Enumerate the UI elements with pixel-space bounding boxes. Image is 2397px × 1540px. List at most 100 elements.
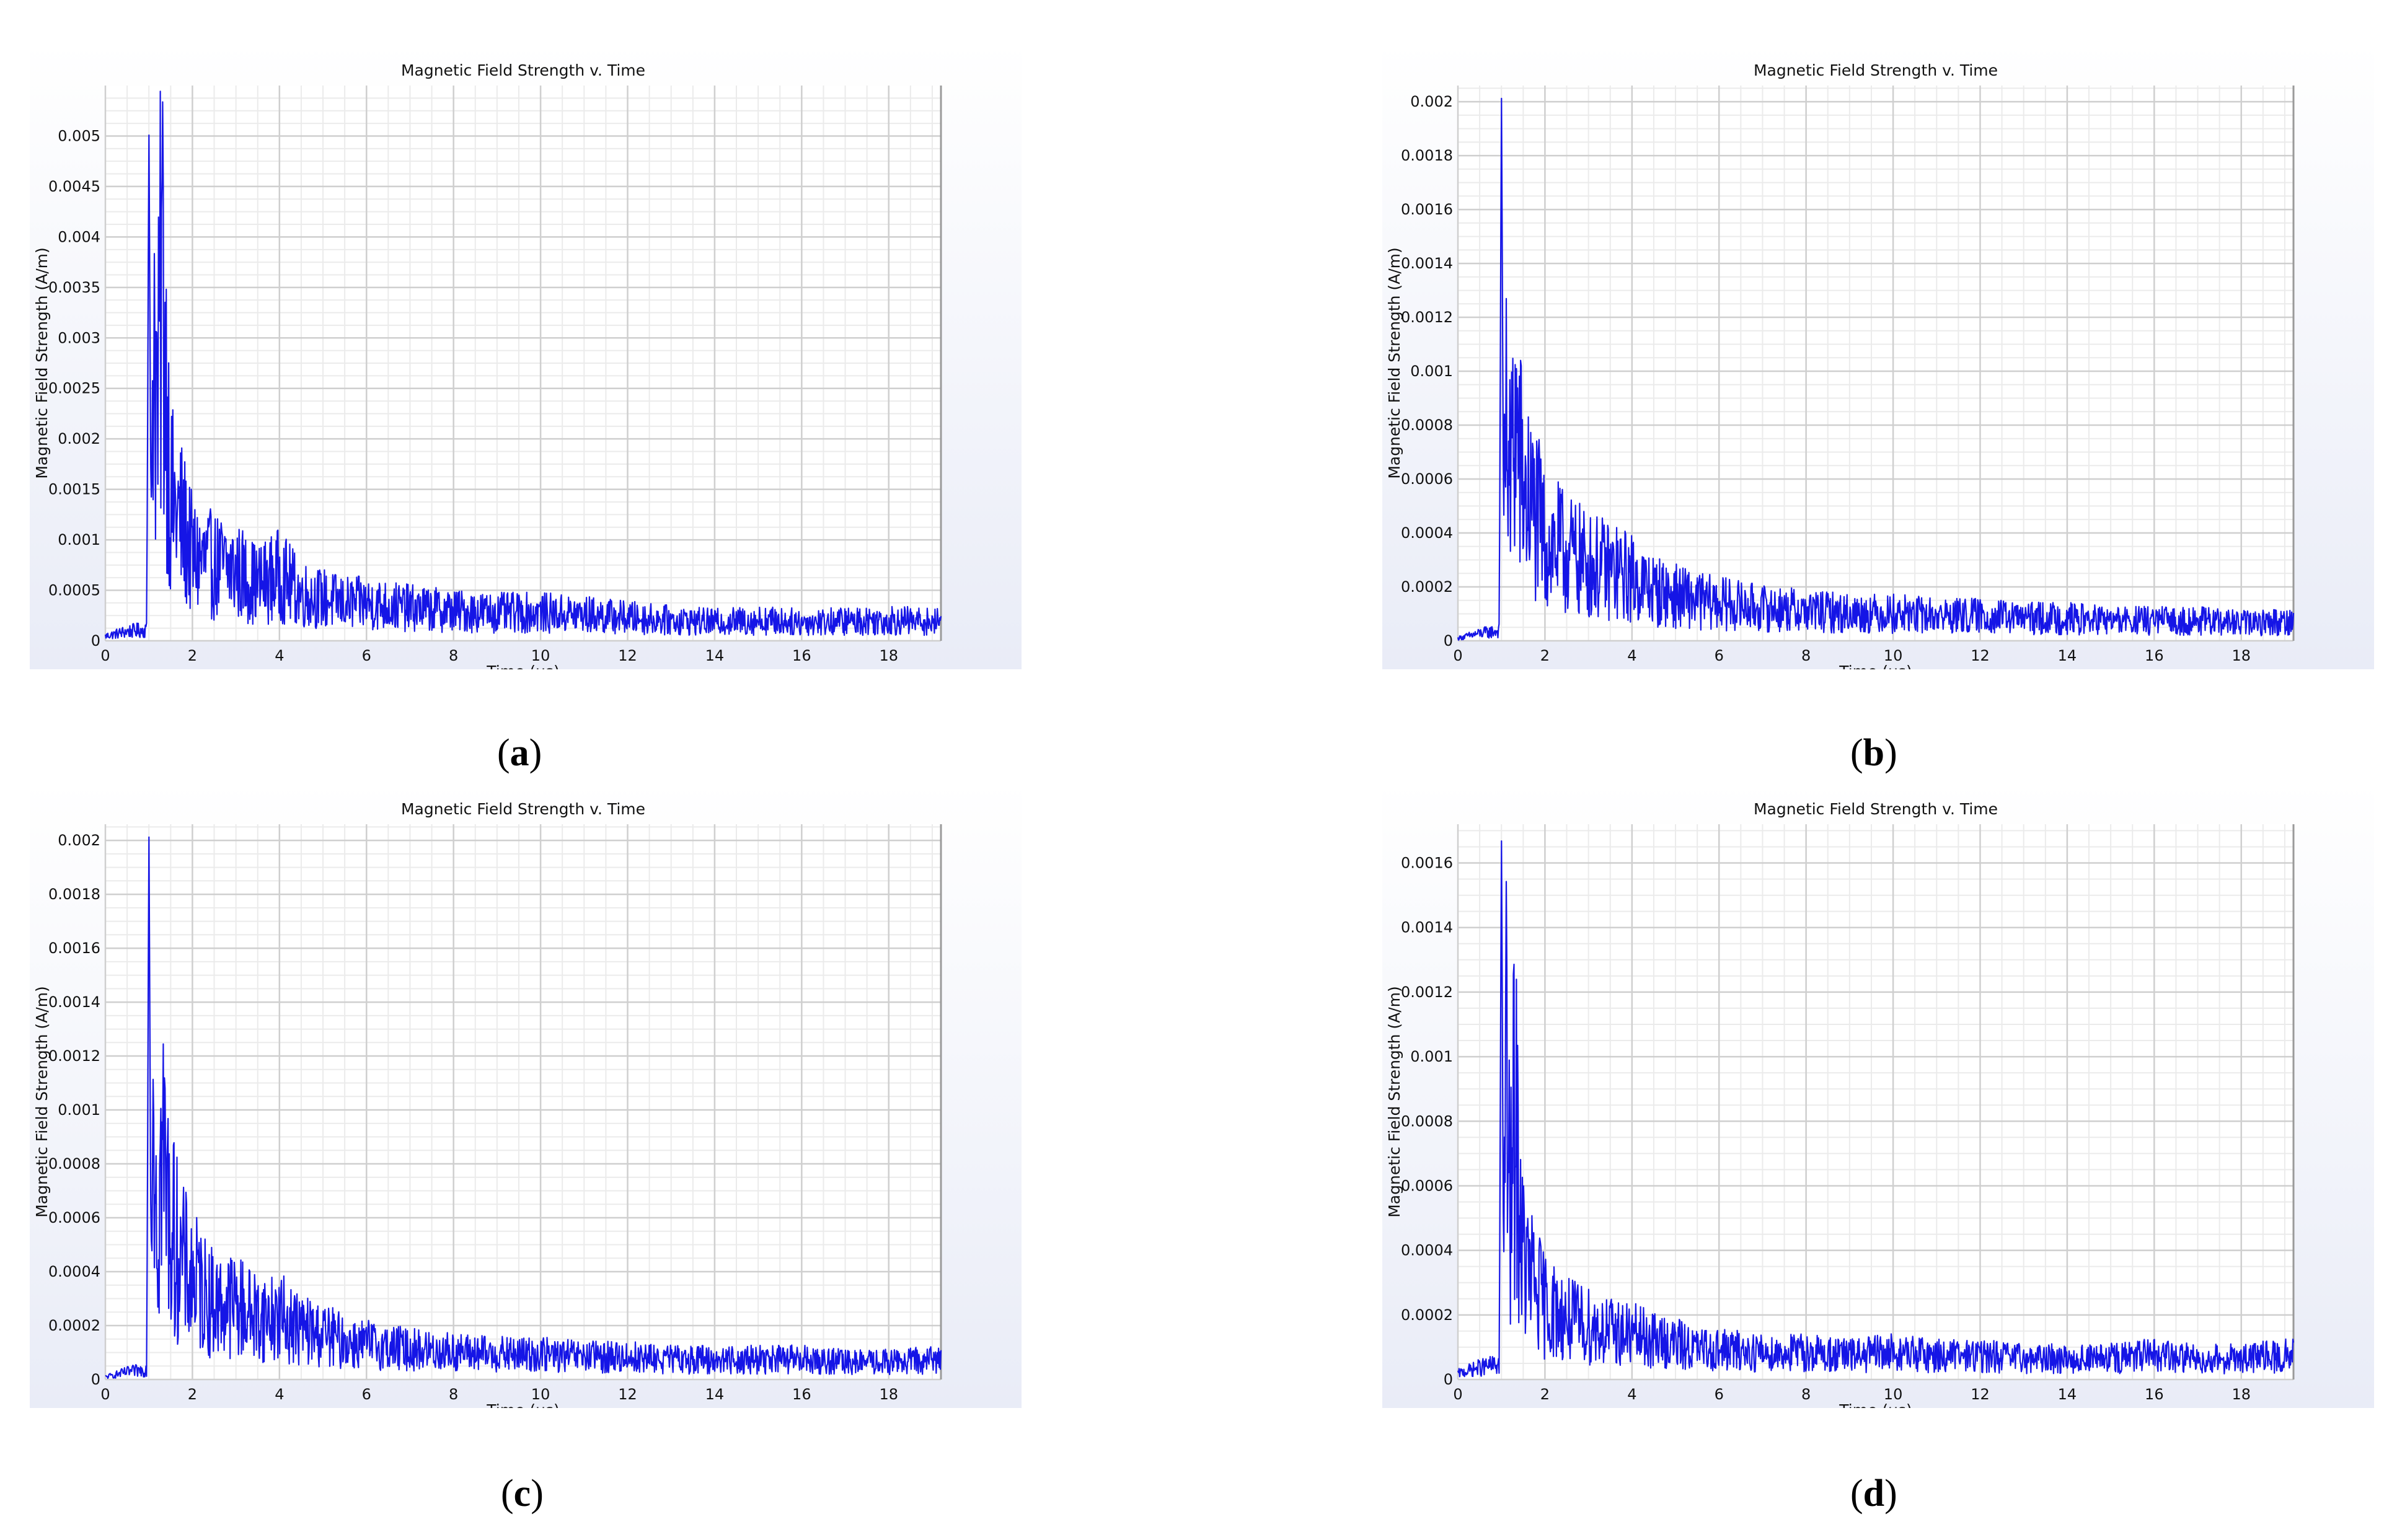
y-tick-label: 0.0045 xyxy=(48,178,100,195)
y-tick-label: 0.003 xyxy=(58,329,100,346)
x-tick-label: 4 xyxy=(275,647,284,664)
series-line xyxy=(104,90,942,640)
chart-title: Magnetic Field Strength v. Time xyxy=(1754,61,1998,79)
x-tick-label: 2 xyxy=(188,1386,197,1403)
y-tick-label: 0.0002 xyxy=(1401,578,1453,596)
chart-c-svg: 0 2 4 6 8 10 12 14 16 18 0 0.0002 0.0004 0.0006 0.0008… xyxy=(30,782,1022,1408)
x-tick-label: 8 xyxy=(449,647,458,664)
y-tick-label: 0.0006 xyxy=(1401,470,1453,488)
x-tick-label: 8 xyxy=(1801,647,1811,664)
y-tick-label: 0.0006 xyxy=(48,1209,100,1226)
y-tick-label: 0.0016 xyxy=(1401,201,1453,218)
x-tick-label: 18 xyxy=(2231,647,2251,664)
y-tick-label: 0.0002 xyxy=(1401,1306,1453,1324)
caption-b: (b) xyxy=(1850,732,1897,774)
x-tick-label: 2 xyxy=(1540,647,1550,664)
y-tick-label: 0.0002 xyxy=(48,1317,100,1334)
x-tick-label: 12 xyxy=(618,1386,637,1403)
x-tick-label: 8 xyxy=(449,1386,458,1403)
x-tick-label: 2 xyxy=(1540,1386,1550,1403)
x-tick-label: 14 xyxy=(705,1386,725,1403)
y-tick-label: 0.0008 xyxy=(1401,1112,1453,1130)
x-tick-label: 4 xyxy=(1627,647,1636,664)
x-tick-label: 4 xyxy=(275,1386,284,1403)
x-tick-label: 18 xyxy=(879,1386,898,1403)
y-tick-label: 0.0004 xyxy=(1401,1242,1453,1259)
x-tick-label: 6 xyxy=(1715,1386,1724,1403)
caption-d: (d) xyxy=(1850,1472,1897,1515)
y-tick-label: 0.002 xyxy=(1410,93,1453,110)
x-tick-label: 0 xyxy=(1453,1386,1462,1403)
chart-panel-b: 0 2 4 6 8 10 12 14 16 18 0 0.0002 0.0004 0.0006 0.0008… xyxy=(1382,43,2374,669)
chart-panel-d: 0 2 4 6 8 10 12 14 16 18 0 0.0002 0.0004 0.0006 0.0008… xyxy=(1382,782,2374,1408)
x-tick-label: 6 xyxy=(362,1386,371,1403)
y-tick-label: 0.0018 xyxy=(1401,147,1453,164)
chart-d-svg: 0 2 4 6 8 10 12 14 16 18 0 0.0002 0.0004 0.0006 0.0008… xyxy=(1382,782,2374,1408)
x-tick-label: 0 xyxy=(1453,647,1462,664)
chart-title: Magnetic Field Strength v. Time xyxy=(1754,800,1998,818)
chart-title: Magnetic Field Strength v. Time xyxy=(401,61,645,79)
x-tick-label: 16 xyxy=(792,1386,811,1403)
chart-b-svg: 0 2 4 6 8 10 12 14 16 18 0 0.0002 0.0004 0.0006 0.0008… xyxy=(1382,43,2374,669)
x-tick-label: 12 xyxy=(1971,647,1990,664)
y-axis-label: Magnetic Field Strength (A/m) xyxy=(1385,986,1403,1218)
x-tick-label: 12 xyxy=(1971,1386,1990,1403)
x-tick-label: 18 xyxy=(879,647,898,664)
x-tick-label: 14 xyxy=(2058,647,2077,664)
y-tick-label: 0.0012 xyxy=(1401,309,1453,326)
x-tick-label: 10 xyxy=(531,647,550,664)
y-tick-label: 0.0014 xyxy=(48,993,100,1011)
y-tick-label: 0.001 xyxy=(58,1101,100,1119)
x-tick-label: 0 xyxy=(100,1386,110,1403)
y-axis-label: Magnetic Field Strength (A/m) xyxy=(1385,247,1403,479)
series-line xyxy=(1457,97,2295,641)
y-tick-label: 0.0035 xyxy=(48,279,100,296)
y-tick-label: 0.0016 xyxy=(1401,855,1453,872)
y-tick-label: 0.0025 xyxy=(48,380,100,397)
x-tick-label: 8 xyxy=(1801,1386,1811,1403)
y-tick-label: 0.0004 xyxy=(1401,524,1453,542)
x-axis-label: Time (us) xyxy=(1839,1401,1912,1408)
y-tick-label: 0 xyxy=(1444,1371,1453,1388)
y-tick-label: 0.0005 xyxy=(48,582,100,599)
x-tick-label: 18 xyxy=(2231,1386,2251,1403)
chart-panel-a: 0 2 4 6 8 10 12 14 16 18 0 0.0005 0.001 0.0015 0.002 0.… xyxy=(30,43,1022,669)
x-tick-label: 10 xyxy=(531,1386,550,1403)
y-tick-label: 0.005 xyxy=(58,127,100,144)
y-tick-label: 0.0006 xyxy=(1401,1177,1453,1194)
x-axis-label: Time (us) xyxy=(1839,662,1912,669)
y-tick-label: 0 xyxy=(91,1371,100,1388)
y-tick-label: 0.001 xyxy=(58,531,100,548)
y-tick-label: 0 xyxy=(1444,632,1453,649)
x-tick-label: 16 xyxy=(2145,647,2164,664)
y-tick-label: 0.0018 xyxy=(48,886,100,903)
y-tick-label: 0.0015 xyxy=(48,481,100,498)
y-tick-label: 0.001 xyxy=(1410,363,1453,380)
y-tick-label: 0.001 xyxy=(1410,1048,1453,1065)
y-tick-label: 0.0004 xyxy=(48,1263,100,1280)
chart-title: Magnetic Field Strength v. Time xyxy=(401,800,645,818)
x-tick-label: 2 xyxy=(188,647,197,664)
y-tick-label: 0.0008 xyxy=(1401,416,1453,434)
y-tick-label: 0.0014 xyxy=(1401,919,1453,936)
x-tick-label: 14 xyxy=(705,647,725,664)
y-axis-label: Magnetic Field Strength (A/m) xyxy=(33,986,51,1218)
y-tick-label: 0.0014 xyxy=(1401,255,1453,272)
y-tick-label: 0.0008 xyxy=(48,1155,100,1173)
y-tick-label: 0 xyxy=(91,632,100,649)
x-tick-label: 14 xyxy=(2058,1386,2077,1403)
x-tick-label: 4 xyxy=(1627,1386,1636,1403)
x-tick-label: 12 xyxy=(618,647,637,664)
x-tick-label: 6 xyxy=(1715,647,1724,664)
y-axis-label: Magnetic Field Strength (A/m) xyxy=(33,247,51,479)
x-tick-label: 10 xyxy=(1884,647,1903,664)
plot-area xyxy=(1458,824,2293,1379)
x-axis-label: Time (us) xyxy=(486,1401,560,1408)
x-tick-label: 10 xyxy=(1884,1386,1903,1403)
y-tick-label: 0.002 xyxy=(58,430,100,447)
caption-a: (a) xyxy=(497,732,542,774)
chart-panel-c: 0 2 4 6 8 10 12 14 16 18 0 0.0002 0.0004 0.0006 0.0008… xyxy=(30,782,1022,1408)
x-tick-label: 6 xyxy=(362,647,371,664)
x-tick-label: 16 xyxy=(792,647,811,664)
y-tick-label: 0.0016 xyxy=(48,939,100,957)
